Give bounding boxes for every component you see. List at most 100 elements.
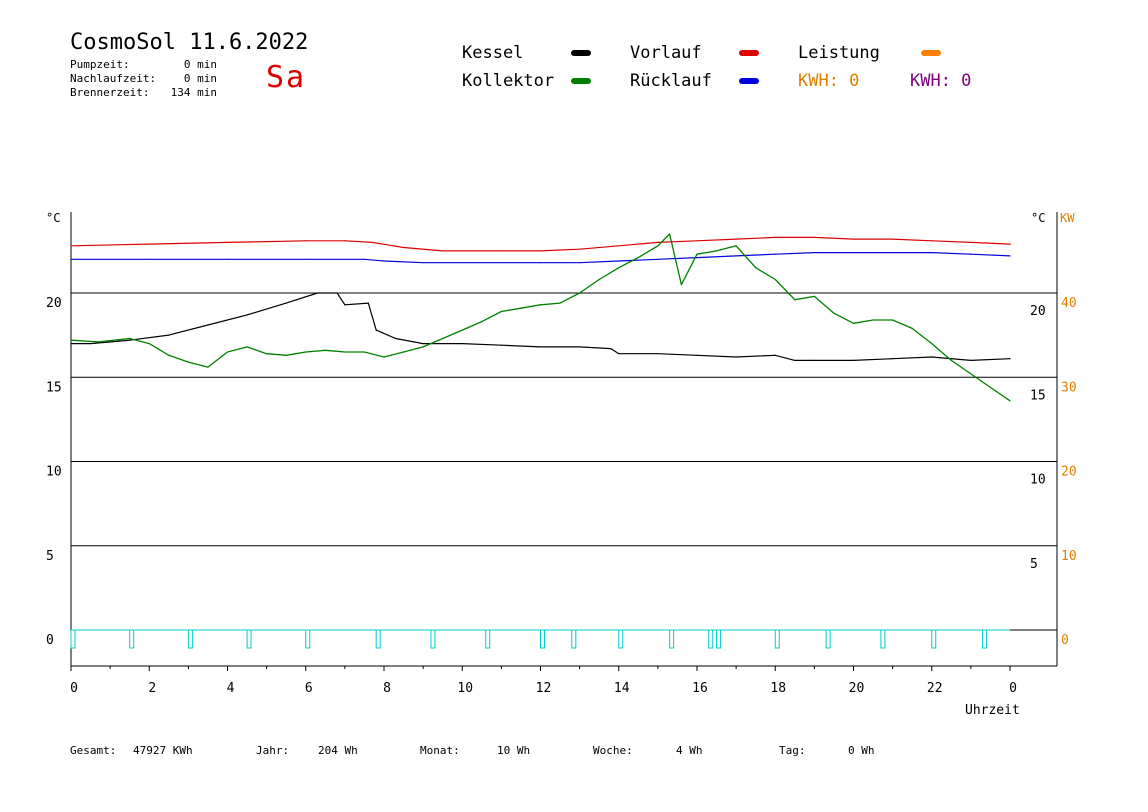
series-kessel-point [207,324,209,326]
series-kollektor-point [657,245,659,247]
stat-label-brennerzeit: Brennerzeit: [70,86,150,99]
y-left-tick-label: 20 [46,296,62,311]
pump-pulse [70,630,76,649]
series-vorlauf-point [579,248,581,250]
series-kollektor-point [950,359,952,361]
series-vorlauf-point [402,246,405,249]
series-kessel-point [618,353,620,355]
x-tick-label: 22 [927,681,943,696]
series-kollektor-point [226,351,229,353]
series-ruecklauf-point [579,262,581,264]
legend-vorlauf-label: Vorlauf [630,43,702,63]
legend-kwh-purple: KWH: 0 [910,71,972,91]
footer-gesamt-label: Gesamt: [70,744,117,757]
series-kollektor-point [579,292,581,294]
series-kollektor-point [187,361,189,363]
series-kessel-point [336,292,338,294]
series-ruecklauf-point [852,251,855,254]
legend-kessel-label: Kessel [462,43,524,63]
series-kollektor-point [715,250,718,252]
series-kessel-point [316,292,319,294]
footer-tag-label: Tag: [779,744,806,757]
series-kollektor-point [422,346,424,348]
series-vorlauf-point [892,238,894,240]
series-kollektor-point [324,349,326,351]
x-tick-label: 2 [148,681,156,696]
series-ruecklauf-point [500,262,502,264]
series-kessel-point [461,342,463,345]
series-vorlauf-point [735,238,737,240]
series-kessel-point [735,356,737,358]
series-kollektor-point [755,267,757,269]
series-kollektor-point [931,342,933,345]
series-kollektor-point [246,346,248,348]
series-vorlauf-point [305,240,307,242]
legend-kessel-swatch [571,50,591,56]
y-left-tick-label: 0 [46,633,54,648]
series-kessel-point [696,354,698,356]
y2-tick-label: 40 [1061,296,1077,311]
series-kessel-point [422,342,424,345]
y-right-tick-label: 5 [1030,557,1038,572]
series-kollektor-point [442,337,444,340]
series-ruecklauf-point [696,257,698,259]
series-vorlauf-point [696,240,698,242]
x-tick-label: 4 [227,681,235,696]
footer-monat-value: 10 Wh [497,744,531,757]
pump-pulse [485,630,491,649]
series-kessel-point [89,342,92,345]
x-tick-label: 20 [849,681,865,696]
series-kollektor-point [911,327,913,329]
footer-tag-value: 0 Wh [848,744,875,757]
series-kollektor-point [285,354,287,356]
series-kollektor-point [344,351,346,353]
weekday-label: Sa [266,60,307,95]
series-vorlauf [70,236,1011,252]
stat-value-nachlaufzeit: 0 min [183,72,217,85]
series-kessel-point [395,337,397,340]
series-kessel-point [610,348,612,350]
series-ruecklauf-point [305,258,307,260]
series-ruecklauf-point [539,262,542,264]
footer-jahr-label: Jahr: [256,744,290,757]
series-kessel-point [285,302,287,304]
chart-title: CosmoSol 11.6.2022 [70,30,309,55]
series-vorlauf-point [442,250,444,252]
series-ruecklauf-point [970,253,972,255]
pump-pulse [669,630,675,649]
series-ruecklauf-point [813,251,815,254]
pump-pulse [430,630,436,649]
pump-pulse [618,630,624,649]
series-kollektor-point [383,356,385,358]
footer-jahr-value: 204 Wh [318,744,358,757]
series-vorlauf-point [618,245,620,247]
pump-pulse [187,630,193,649]
pump-pulse [540,630,545,649]
series-kollektor-point [70,339,72,341]
series-vorlauf-point [852,238,855,240]
series-kollektor-point [500,310,502,313]
series-kessel-point [774,354,776,356]
series-kessel-point [500,344,502,346]
series-kollektor-point [461,329,463,331]
series-vorlauf-point [226,241,229,244]
y-right-unit: °C [1031,211,1045,225]
pump-pulse [825,630,831,649]
y2-tick-label: 10 [1061,549,1077,564]
footer-woche-value: 4 Wh [676,744,703,757]
series-ruecklauf-point [931,251,933,254]
stat-label-pumpzeit: Pumpzeit: [70,58,130,71]
series-ruecklauf-line [71,252,1011,264]
tick-labels: 0 5 10 15 20 5 10 15 20 0 10 20 30 40 °C °C KW 0 2 4 6 8 10 12 1… [46,211,1077,718]
y2-tick-label: 0 [1061,633,1069,648]
series-ruecklauf [70,251,1011,264]
series-kollektor-point [970,373,972,375]
series-kollektor-point [813,295,815,297]
y-left-unit: °C [46,211,60,225]
series-kollektor-point [520,307,522,309]
series-kollektor-point [168,354,170,356]
series-kessel-point [931,356,933,358]
series-kollektor-point [207,366,209,368]
series-kollektor-point [892,319,894,321]
